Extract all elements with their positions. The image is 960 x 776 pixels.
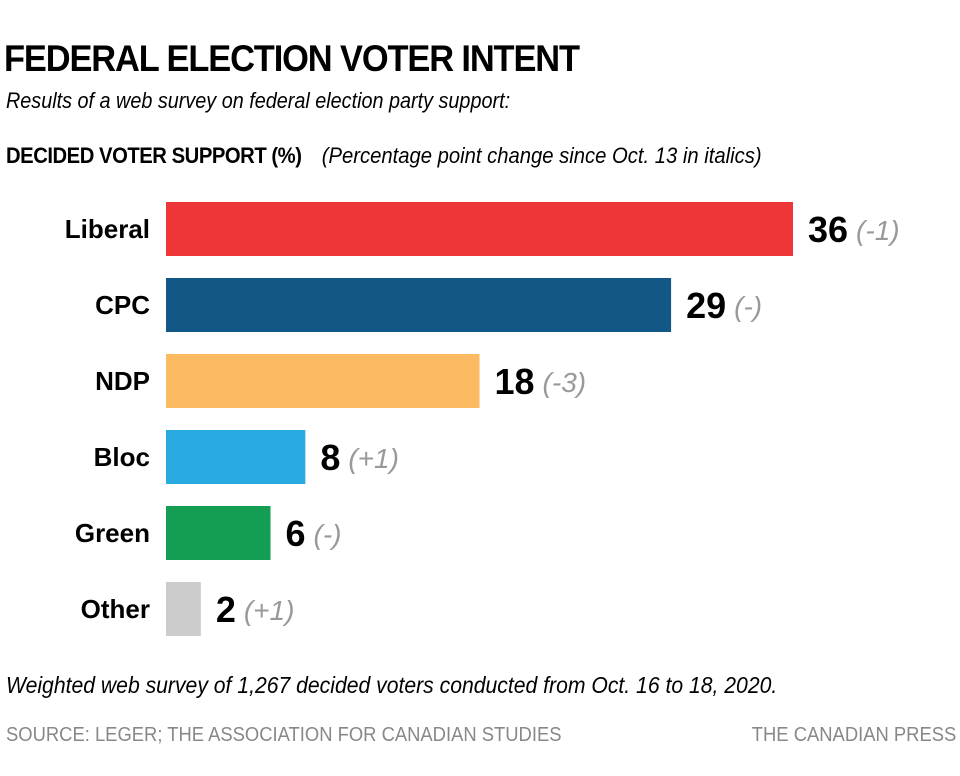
section-note: (Percentage point change since Oct. 13 i… [321, 143, 762, 168]
bar-chart: Liberal 36 (-1) CPC 29 (-) NDP 18 (-3) Bloc 8 (+1) G… [65, 202, 900, 636]
category-label: Liberal [65, 214, 150, 244]
category-label: CPC [95, 290, 150, 320]
bar [166, 582, 201, 636]
value-label: 29 [686, 285, 726, 326]
chart-title: FEDERAL ELECTION VOTER INTENT [4, 38, 580, 79]
value-label: 18 [495, 361, 535, 402]
bar-group-green: Green 6 (-) [75, 506, 342, 560]
publisher-credit: THE CANADIAN PRESS [751, 724, 956, 746]
change-label: (-) [314, 519, 342, 550]
bar-group-other: Other 2 (+1) [81, 582, 295, 636]
survey-note: Weighted web survey of 1,267 decided vot… [6, 672, 778, 698]
bar-group-liberal: Liberal 36 (-1) [65, 202, 900, 256]
section-heading: DECIDED VOTER SUPPORT (%) (Percentage poi… [6, 143, 762, 169]
section-label: DECIDED VOTER SUPPORT (%) [6, 143, 302, 168]
change-label: (+1) [244, 595, 295, 626]
category-label: Bloc [94, 442, 150, 472]
value-label: 36 [808, 209, 848, 250]
value-label: 6 [286, 513, 306, 554]
change-label: (-3) [543, 367, 587, 398]
value-label: 2 [216, 589, 236, 630]
category-label: NDP [95, 366, 150, 396]
bar-group-cpc: CPC 29 (-) [95, 278, 762, 332]
bar [166, 202, 793, 256]
bar [166, 354, 480, 408]
bar [166, 430, 306, 484]
value-label: 8 [320, 437, 340, 478]
change-label: (-) [734, 291, 762, 322]
bar-group-ndp: NDP 18 (-3) [95, 354, 586, 408]
bar-group-bloc: Bloc 8 (+1) [94, 430, 399, 484]
bar [166, 506, 271, 560]
category-label: Green [75, 518, 150, 548]
change-label: (-1) [856, 215, 900, 246]
change-label: (+1) [348, 443, 399, 474]
bar [166, 278, 672, 332]
source-credit: SOURCE: LEGER; THE ASSOCIATION FOR CANAD… [6, 724, 562, 746]
category-label: Other [81, 594, 150, 624]
chart-subtitle: Results of a web survey on federal elect… [6, 88, 511, 113]
